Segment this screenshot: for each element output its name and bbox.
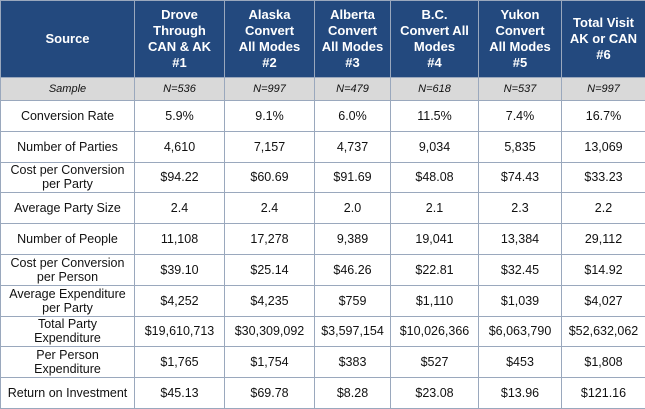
table-cell: $69.78 — [225, 378, 315, 409]
table-cell: 2.1 — [391, 193, 479, 224]
sample-cell: N=536 — [135, 78, 225, 101]
row-label: Total Party Expenditure — [1, 316, 135, 347]
sample-cell: N=479 — [315, 78, 391, 101]
table-row: Total Party Expenditure$19,610,713$30,30… — [1, 316, 645, 347]
table-cell: $1,039 — [479, 285, 562, 316]
row-label: Number of People — [1, 224, 135, 255]
table-cell: 17,278 — [225, 224, 315, 255]
table-cell: $48.08 — [391, 162, 479, 193]
sample-cell: N=537 — [479, 78, 562, 101]
table-row: Cost per Conversion per Person$39.10$25.… — [1, 254, 645, 285]
table-cell: $23.08 — [391, 378, 479, 409]
table-cell: $22.81 — [391, 254, 479, 285]
table-cell: 7,157 — [225, 131, 315, 162]
table-cell: $46.26 — [315, 254, 391, 285]
table-cell: 2.3 — [479, 193, 562, 224]
table-cell: 5.9% — [135, 101, 225, 132]
table-cell: 4,610 — [135, 131, 225, 162]
table-row: Return on Investment$45.13$69.78$8.28$23… — [1, 378, 645, 409]
row-label: Cost per Conversion per Person — [1, 254, 135, 285]
table-cell: $4,252 — [135, 285, 225, 316]
table-cell: $60.69 — [225, 162, 315, 193]
table-cell: $14.92 — [562, 254, 645, 285]
table-cell: $10,026,366 — [391, 316, 479, 347]
header-row: Source Drove Through CAN & AK #1 Alaska … — [1, 1, 645, 78]
table-cell: $39.10 — [135, 254, 225, 285]
row-label: Conversion Rate — [1, 101, 135, 132]
table-row: Cost per Conversion per Party$94.22$60.6… — [1, 162, 645, 193]
row-label: Average Party Size — [1, 193, 135, 224]
table-cell: 9,034 — [391, 131, 479, 162]
table-cell: $52,632,062 — [562, 316, 645, 347]
table-cell: $30,309,092 — [225, 316, 315, 347]
row-label: Cost per Conversion per Party — [1, 162, 135, 193]
table-cell: 11,108 — [135, 224, 225, 255]
table-cell: 13,069 — [562, 131, 645, 162]
table-cell: $453 — [479, 347, 562, 378]
table-cell: $1,754 — [225, 347, 315, 378]
header-col-5: Yukon Convert All Modes #5 — [479, 1, 562, 78]
sample-cell: N=997 — [225, 78, 315, 101]
table-cell: $25.14 — [225, 254, 315, 285]
table-cell: $13.96 — [479, 378, 562, 409]
table-cell: $74.43 — [479, 162, 562, 193]
table-cell: $8.28 — [315, 378, 391, 409]
table-cell: $33.23 — [562, 162, 645, 193]
table-cell: $4,027 — [562, 285, 645, 316]
table-cell: $32.45 — [479, 254, 562, 285]
table-cell: 16.7% — [562, 101, 645, 132]
table-cell: 6.0% — [315, 101, 391, 132]
table-row: Per Person Expenditure$1,765$1,754$383$5… — [1, 347, 645, 378]
table-cell: $6,063,790 — [479, 316, 562, 347]
header-col-3: Alberta Convert All Modes #3 — [315, 1, 391, 78]
table-cell: 2.4 — [225, 193, 315, 224]
sample-label: Sample — [1, 78, 135, 101]
table-cell: $759 — [315, 285, 391, 316]
row-label: Number of Parties — [1, 131, 135, 162]
table-cell: $1,808 — [562, 347, 645, 378]
table-cell: 7.4% — [479, 101, 562, 132]
header-col-1: Drove Through CAN & AK #1 — [135, 1, 225, 78]
table-cell: 2.4 — [135, 193, 225, 224]
sample-row: Sample N=536 N=997 N=479 N=618 N=537 N=9… — [1, 78, 645, 101]
header-col-4: B.C. Convert All Modes #4 — [391, 1, 479, 78]
table-cell: 2.0 — [315, 193, 391, 224]
table-cell: 4,737 — [315, 131, 391, 162]
table-cell: $121.16 — [562, 378, 645, 409]
table-cell: 13,384 — [479, 224, 562, 255]
sample-cell: N=618 — [391, 78, 479, 101]
table-cell: $1,110 — [391, 285, 479, 316]
table-cell: $91.69 — [315, 162, 391, 193]
table-cell: 2.2 — [562, 193, 645, 224]
table-cell: $3,597,154 — [315, 316, 391, 347]
table-cell: 29,112 — [562, 224, 645, 255]
table-cell: 5,835 — [479, 131, 562, 162]
table-cell: $4,235 — [225, 285, 315, 316]
table-cell: 11.5% — [391, 101, 479, 132]
header-col-6: Total Visit AK or CAN #6 — [562, 1, 645, 78]
header-col-2: Alaska Convert All Modes #2 — [225, 1, 315, 78]
table-cell: $45.13 — [135, 378, 225, 409]
table-cell: $94.22 — [135, 162, 225, 193]
sample-cell: N=997 — [562, 78, 645, 101]
row-label: Average Expenditure per Party — [1, 285, 135, 316]
table-cell: 19,041 — [391, 224, 479, 255]
table-cell: $19,610,713 — [135, 316, 225, 347]
row-label: Return on Investment — [1, 378, 135, 409]
table-cell: $527 — [391, 347, 479, 378]
table-row: Average Expenditure per Party$4,252$4,23… — [1, 285, 645, 316]
table-cell: 9,389 — [315, 224, 391, 255]
row-label: Per Person Expenditure — [1, 347, 135, 378]
table-cell: $1,765 — [135, 347, 225, 378]
table-cell: 9.1% — [225, 101, 315, 132]
table-cell: $383 — [315, 347, 391, 378]
header-source: Source — [1, 1, 135, 78]
